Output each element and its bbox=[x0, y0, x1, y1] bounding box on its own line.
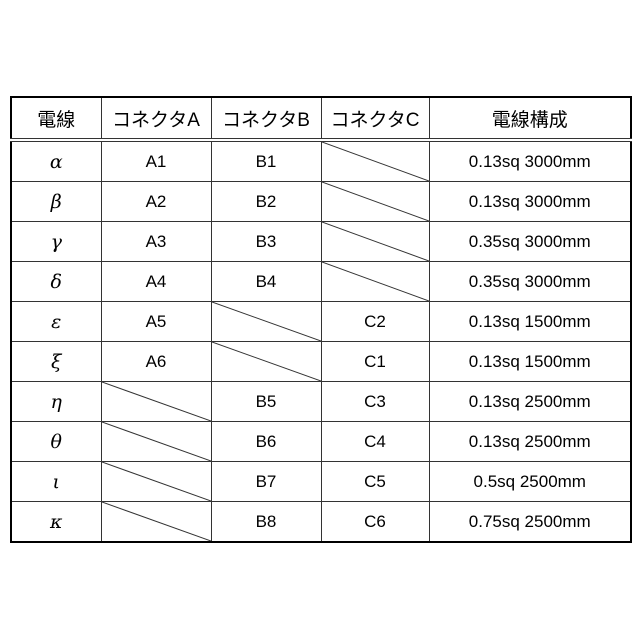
diagonal-strike bbox=[212, 302, 321, 341]
header-connector-a: コネクタA bbox=[101, 97, 211, 140]
table-row: δA4B4 0.35sq 3000mm bbox=[11, 262, 631, 302]
connector-b-cell: B1 bbox=[211, 140, 321, 182]
connector-a-cell: A5 bbox=[101, 302, 211, 342]
connector-a-cell-empty bbox=[101, 502, 211, 543]
connector-a-cell-empty bbox=[101, 422, 211, 462]
table-row: κ B8C60.75sq 2500mm bbox=[11, 502, 631, 543]
table-row: γA3B3 0.35sq 3000mm bbox=[11, 222, 631, 262]
connector-a-cell-empty bbox=[101, 382, 211, 422]
wire-cell: η bbox=[11, 382, 101, 422]
wire-cell: θ bbox=[11, 422, 101, 462]
wire-spec-cell: 0.13sq 2500mm bbox=[429, 422, 631, 462]
connector-b-cell: B4 bbox=[211, 262, 321, 302]
wire-spec-cell: 0.5sq 2500mm bbox=[429, 462, 631, 502]
table-row: η B5C30.13sq 2500mm bbox=[11, 382, 631, 422]
wire-spec-cell: 0.75sq 2500mm bbox=[429, 502, 631, 543]
connector-c-cell: C3 bbox=[321, 382, 429, 422]
wire-cell: κ bbox=[11, 502, 101, 543]
connector-b-cell: B7 bbox=[211, 462, 321, 502]
connector-b-cell-empty bbox=[211, 342, 321, 382]
diagonal-strike bbox=[322, 222, 429, 261]
connector-c-cell: C6 bbox=[321, 502, 429, 543]
diagonal-strike bbox=[322, 142, 429, 181]
wire-spec-cell: 0.13sq 1500mm bbox=[429, 302, 631, 342]
wire-connector-table: 電線 コネクタA コネクタB コネクタC 電線構成 αA1B1 0.13sq 30… bbox=[10, 96, 632, 543]
header-connector-b: コネクタB bbox=[211, 97, 321, 140]
connector-b-cell: B3 bbox=[211, 222, 321, 262]
header-connector-c: コネクタC bbox=[321, 97, 429, 140]
connector-a-cell: A3 bbox=[101, 222, 211, 262]
connector-a-cell: A1 bbox=[101, 140, 211, 182]
diagonal-strike bbox=[322, 262, 429, 301]
connector-c-cell: C1 bbox=[321, 342, 429, 382]
connector-a-cell: A4 bbox=[101, 262, 211, 302]
wire-cell: γ bbox=[11, 222, 101, 262]
connector-a-cell: A6 bbox=[101, 342, 211, 382]
table-row: ι B7C50.5sq 2500mm bbox=[11, 462, 631, 502]
diagonal-strike bbox=[102, 462, 211, 501]
wire-cell: β bbox=[11, 182, 101, 222]
wire-spec-cell: 0.35sq 3000mm bbox=[429, 222, 631, 262]
connector-b-cell: B8 bbox=[211, 502, 321, 543]
connector-c-cell-empty bbox=[321, 262, 429, 302]
diagonal-strike bbox=[102, 382, 211, 421]
connector-b-cell-empty bbox=[211, 302, 321, 342]
table-row: αA1B1 0.13sq 3000mm bbox=[11, 140, 631, 182]
wire-cell: ξ bbox=[11, 342, 101, 382]
table-row: εA5 C20.13sq 1500mm bbox=[11, 302, 631, 342]
diagonal-strike bbox=[102, 502, 211, 541]
header-wire: 電線 bbox=[11, 97, 101, 140]
header-row: 電線 コネクタA コネクタB コネクタC 電線構成 bbox=[11, 97, 631, 140]
table-row: ξA6 C10.13sq 1500mm bbox=[11, 342, 631, 382]
diagonal-strike bbox=[212, 342, 321, 381]
connector-b-cell: B5 bbox=[211, 382, 321, 422]
diagonal-strike bbox=[102, 422, 211, 461]
wire-cell: α bbox=[11, 140, 101, 182]
wire-spec-cell: 0.35sq 3000mm bbox=[429, 262, 631, 302]
wire-spec-cell: 0.13sq 2500mm bbox=[429, 382, 631, 422]
connector-c-cell-empty bbox=[321, 140, 429, 182]
wire-cell: ι bbox=[11, 462, 101, 502]
wire-spec-cell: 0.13sq 3000mm bbox=[429, 182, 631, 222]
connector-c-cell-empty bbox=[321, 222, 429, 262]
connector-b-cell: B2 bbox=[211, 182, 321, 222]
connector-a-cell: A2 bbox=[101, 182, 211, 222]
connector-b-cell: B6 bbox=[211, 422, 321, 462]
header-wire-spec: 電線構成 bbox=[429, 97, 631, 140]
table-row: βA2B2 0.13sq 3000mm bbox=[11, 182, 631, 222]
connector-c-cell: C2 bbox=[321, 302, 429, 342]
connector-a-cell-empty bbox=[101, 462, 211, 502]
connector-c-cell-empty bbox=[321, 182, 429, 222]
wire-cell: ε bbox=[11, 302, 101, 342]
table-row: θ B6C40.13sq 2500mm bbox=[11, 422, 631, 462]
wire-spec-cell: 0.13sq 3000mm bbox=[429, 140, 631, 182]
wire-cell: δ bbox=[11, 262, 101, 302]
connector-c-cell: C4 bbox=[321, 422, 429, 462]
wire-spec-cell: 0.13sq 1500mm bbox=[429, 342, 631, 382]
connector-c-cell: C5 bbox=[321, 462, 429, 502]
diagonal-strike bbox=[322, 182, 429, 221]
